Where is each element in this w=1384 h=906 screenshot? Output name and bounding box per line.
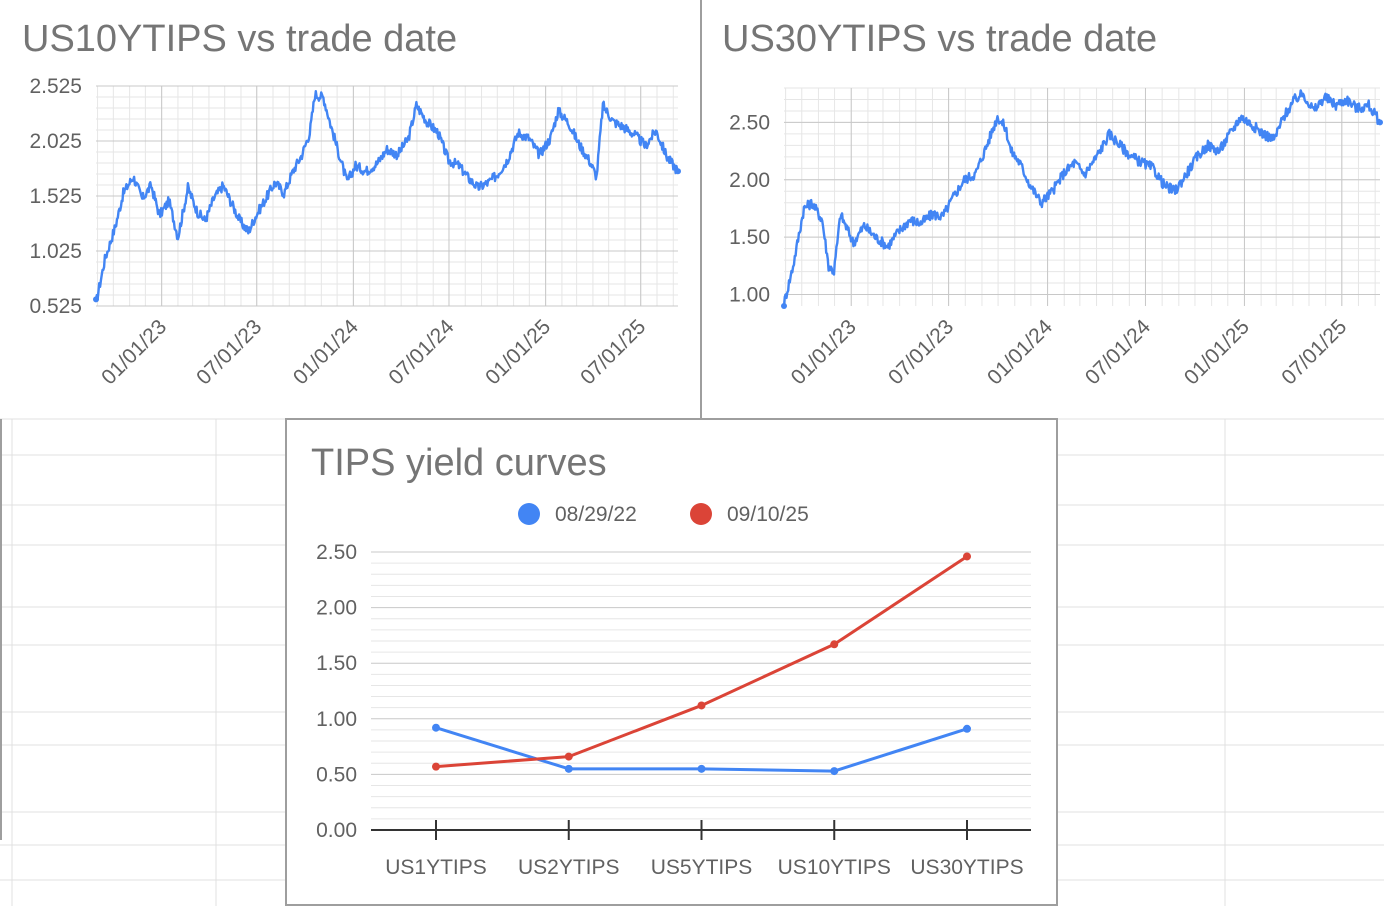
data-point (564, 764, 573, 773)
chart-title: TIPS yield curves (311, 442, 607, 484)
series-line (435, 726, 968, 773)
y-tick-label: 2.025 (29, 130, 82, 153)
data-point (697, 701, 706, 710)
y-tick-label: 1.00 (316, 708, 357, 731)
legend-marker (690, 503, 712, 525)
chart-title: US30YTIPS vs trade date (722, 18, 1158, 60)
data-point (830, 767, 839, 776)
x-category-label: US2YTIPS (518, 856, 620, 879)
y-tick-label: 2.00 (729, 169, 770, 192)
data-point (963, 724, 971, 733)
us30ytips-chart[interactable]: US30YTIPS vs trade date 2.50 2.00 1.50 1.00… (702, 0, 1384, 418)
data-point (564, 752, 573, 761)
y-tick-label: 1.50 (729, 226, 770, 249)
series-endpoint (781, 303, 787, 309)
yield-curves-plot: 2.50 2.00 1.50 1.00 0.50 0.00 US1YTIPS US2YTIPS… (316, 503, 1031, 879)
y-tick-label: 1.525 (29, 185, 82, 208)
legend-label: 08/29/22 (555, 503, 637, 526)
data-point (830, 640, 839, 649)
tips-yield-curves-chart[interactable]: TIPS yield curves 2.50 2.00 1.50 1.00 0.50 0.… (285, 418, 1058, 906)
x-tick-label: 01/01/25 (481, 315, 555, 389)
x-tick-label: 01/01/23 (787, 315, 861, 389)
x-tick-label: 07/01/25 (1277, 315, 1351, 389)
legend-item: 09/10/25 (690, 503, 809, 526)
x-tick-label: 01/01/24 (289, 315, 363, 389)
x-category-label: US30YTIPS (910, 856, 1023, 879)
x-tick-label: 07/01/23 (192, 315, 266, 389)
x-tick-label: 07/01/24 (384, 315, 458, 389)
data-point (963, 552, 971, 561)
legend-label: 09/10/25 (727, 503, 809, 526)
y-tick-label: 0.00 (316, 819, 357, 842)
x-tick-label: 07/01/23 (884, 315, 958, 389)
x-tick-label: 01/01/24 (983, 315, 1057, 389)
x-tick-label: 01/01/25 (1180, 315, 1254, 389)
series-line (435, 555, 968, 769)
y-tick-label: 0.525 (29, 295, 82, 318)
gridlines (371, 551, 1031, 820)
x-tick-label: 01/01/23 (97, 315, 171, 389)
series-line (782, 89, 1382, 307)
us10ytips-plot: 2.525 2.025 1.525 1.025 0.525 01/01/23 07/01/2… (29, 75, 681, 389)
gridlines (784, 87, 1380, 306)
y-tick-label: 1.025 (29, 240, 82, 263)
y-tick-label: 2.525 (29, 75, 82, 98)
y-tick-label: 1.50 (316, 652, 357, 675)
x-category-label: US5YTIPS (651, 856, 753, 879)
series-endpoint (1377, 119, 1383, 126)
legend-marker (518, 503, 540, 525)
series-endpoint (675, 168, 681, 175)
y-tick-label: 2.00 (316, 597, 357, 620)
data-point (432, 723, 440, 732)
gridlines (96, 85, 678, 307)
x-tick-label: 07/01/25 (576, 315, 650, 389)
y-tick-label: 1.00 (729, 284, 770, 307)
y-tick-label: 2.50 (316, 541, 357, 564)
series-line (94, 90, 680, 301)
us10ytips-chart[interactable]: US10YTIPS vs trade date 2.525 2.025 1.525 1… (0, 0, 702, 418)
data-point (697, 764, 706, 773)
x-tick-label: 07/01/24 (1081, 315, 1155, 389)
x-category-label: US10YTIPS (778, 856, 891, 879)
chart-title: US10YTIPS vs trade date (22, 18, 458, 60)
data-point (432, 762, 440, 771)
legend-item: 08/29/22 (518, 503, 637, 526)
y-tick-label: 2.50 (729, 111, 770, 134)
us30ytips-plot: 2.50 2.00 1.50 1.00 01/01/23 07/01/23 01/01/24… (729, 87, 1383, 389)
x-category-label: US1YTIPS (385, 856, 487, 879)
series-endpoint (93, 296, 99, 303)
y-tick-label: 0.50 (316, 763, 357, 786)
